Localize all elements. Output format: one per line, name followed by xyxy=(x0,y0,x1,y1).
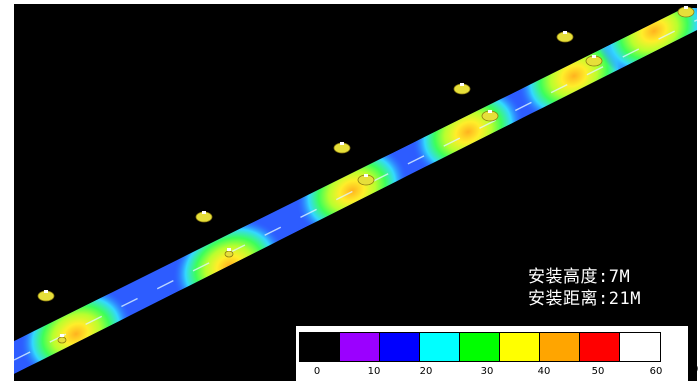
install-spacing-label: 安装距离:21M xyxy=(528,289,641,309)
street-lamp-icon xyxy=(481,110,499,122)
legend-tick-label: 50 xyxy=(591,366,605,377)
legend-tick-label: 60 xyxy=(649,366,663,377)
installation-info: 安装高度:7M 安装距离:21M xyxy=(528,266,641,310)
legend-tick-label: 20 xyxy=(419,366,433,377)
legend-swatch xyxy=(380,333,420,361)
street-lamp-icon xyxy=(57,334,67,344)
illuminance-hotspot xyxy=(518,28,630,124)
street-lamp-icon xyxy=(453,83,471,95)
street-lamp-icon xyxy=(677,6,695,18)
legend-swatch xyxy=(620,333,660,361)
road-illuminance-scene xyxy=(14,6,697,374)
legend-color-bar xyxy=(299,332,661,362)
street-lamp-icon xyxy=(357,174,375,186)
legend-swatch xyxy=(420,333,460,361)
legend-swatch xyxy=(300,333,340,361)
street-lamps xyxy=(37,6,695,344)
legend-swatch xyxy=(540,333,580,361)
legend-tick-label: 0 xyxy=(313,366,321,377)
street-lamp-icon xyxy=(37,290,55,302)
legend-tick-label: 30 xyxy=(480,366,494,377)
lighting-simulation-viewport: 安装高度:7M 安装距离:21M 0 10 20 30 40 50 60 xyxy=(14,4,697,381)
install-height-label: 安装高度:7M xyxy=(528,267,631,287)
legend-tick-label: 10 xyxy=(367,366,381,377)
illuminance-hotspot xyxy=(598,8,697,79)
legend-swatch xyxy=(500,333,540,361)
street-lamp-icon xyxy=(585,55,603,67)
street-lamp-icon xyxy=(333,142,351,154)
legend-swatch xyxy=(340,333,380,361)
street-lamp-icon xyxy=(556,31,574,43)
street-lamp-icon xyxy=(195,211,213,223)
legend-swatch xyxy=(460,333,500,361)
legend-tick-label: 40 xyxy=(537,366,551,377)
legend-edge-tick: 0 xyxy=(692,364,699,375)
street-lamp-icon xyxy=(224,248,234,258)
illuminance-legend: 0 10 20 30 40 50 60 xyxy=(296,326,688,381)
legend-swatch xyxy=(580,333,620,361)
